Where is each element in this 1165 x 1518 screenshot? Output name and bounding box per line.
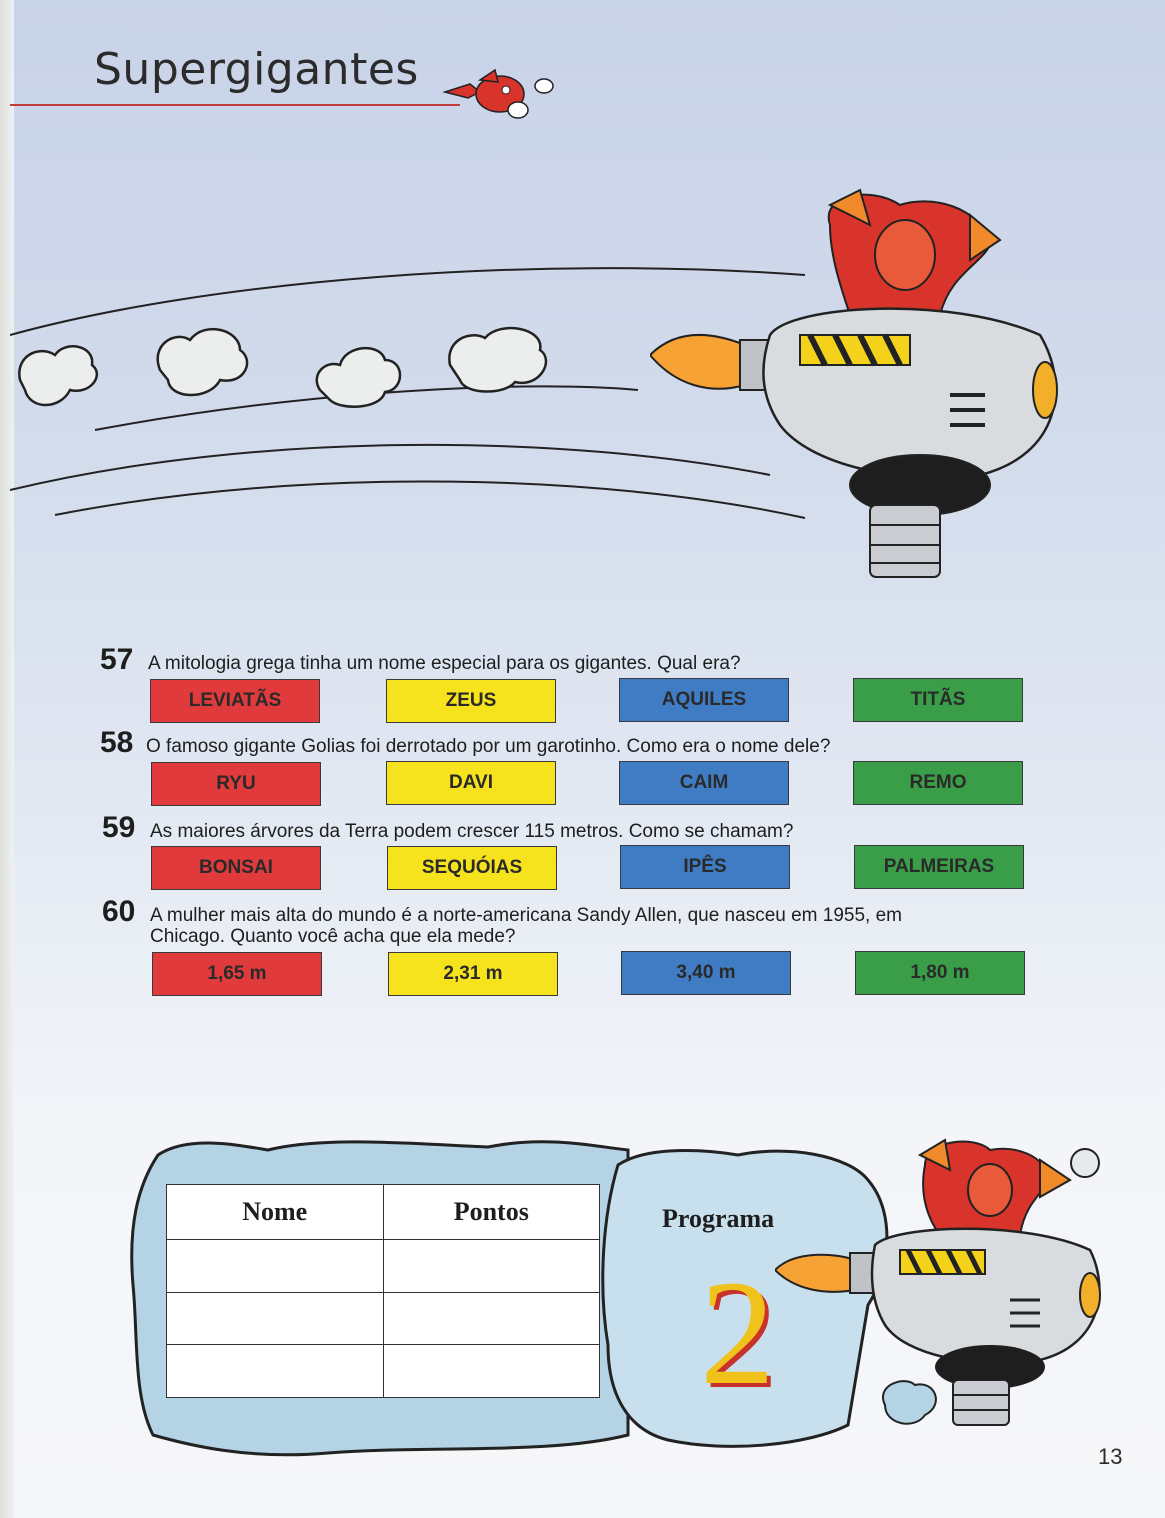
question-number: 58 xyxy=(100,726,134,759)
answer-option-red[interactable]: 1,65 m xyxy=(152,952,322,996)
page-edge xyxy=(0,0,14,1518)
answer-option-green[interactable]: PALMEIRAS xyxy=(854,845,1024,889)
answer-option-green[interactable]: 1,80 m xyxy=(855,951,1025,995)
answer-option-yellow[interactable]: ZEUS xyxy=(386,679,556,723)
column-header-name: Nome xyxy=(166,1184,384,1240)
answer-option-yellow[interactable]: SEQUÓIAS xyxy=(387,846,557,890)
column-header-points: Pontos xyxy=(382,1184,600,1240)
title-underline xyxy=(10,104,460,106)
answer-option-red[interactable]: LEVIATÃS xyxy=(150,679,320,723)
name-cell[interactable] xyxy=(166,1344,384,1398)
name-cell[interactable] xyxy=(166,1291,384,1346)
page-title: Supergigantes xyxy=(94,44,419,95)
answer-option-blue[interactable]: AQUILES xyxy=(619,678,789,722)
robotnik-small-illustration xyxy=(775,1138,1101,1426)
scoreboard-table: Nome Pontos xyxy=(166,1184,600,1398)
question-number: 57 xyxy=(100,643,134,676)
answer-option-yellow[interactable]: 2,31 m xyxy=(388,952,558,996)
question-number: 59 xyxy=(102,811,136,844)
program-label: Programa xyxy=(662,1204,775,1233)
program-number: 2 xyxy=(700,1250,775,1416)
answer-option-blue[interactable]: IPÊS xyxy=(620,845,790,889)
points-cell[interactable] xyxy=(382,1344,600,1398)
robotnik-egg-mobile-illustration xyxy=(650,188,1058,578)
knuckles-flying-icon xyxy=(442,68,554,119)
answer-option-blue[interactable]: 3,40 m xyxy=(621,951,791,995)
points-cell[interactable] xyxy=(382,1239,600,1293)
question-text-line-2: Chicago. Quanto você acha que ela mede? xyxy=(150,926,516,947)
question-text: O famoso gigante Golias foi derrotado po… xyxy=(146,736,831,757)
answer-option-blue[interactable]: CAIM xyxy=(619,761,789,805)
question-number: 60 xyxy=(102,895,136,928)
answer-option-green[interactable]: TITÃS xyxy=(853,678,1023,722)
answer-option-yellow[interactable]: DAVI xyxy=(386,761,556,805)
cloud-trail xyxy=(10,267,806,519)
question-text-line-1: A mulher mais alta do mundo é a norte-am… xyxy=(150,905,902,926)
question-text: As maiores árvores da Terra podem cresce… xyxy=(150,821,794,842)
answer-option-green[interactable]: REMO xyxy=(853,761,1023,805)
answer-option-red[interactable]: BONSAI xyxy=(151,846,321,890)
answer-option-red[interactable]: RYU xyxy=(151,762,321,806)
page-number: 13 xyxy=(1098,1444,1123,1469)
name-cell[interactable] xyxy=(166,1239,384,1293)
question-text: A mitologia grega tinha um nome especial… xyxy=(148,653,741,674)
points-cell[interactable] xyxy=(382,1291,600,1346)
